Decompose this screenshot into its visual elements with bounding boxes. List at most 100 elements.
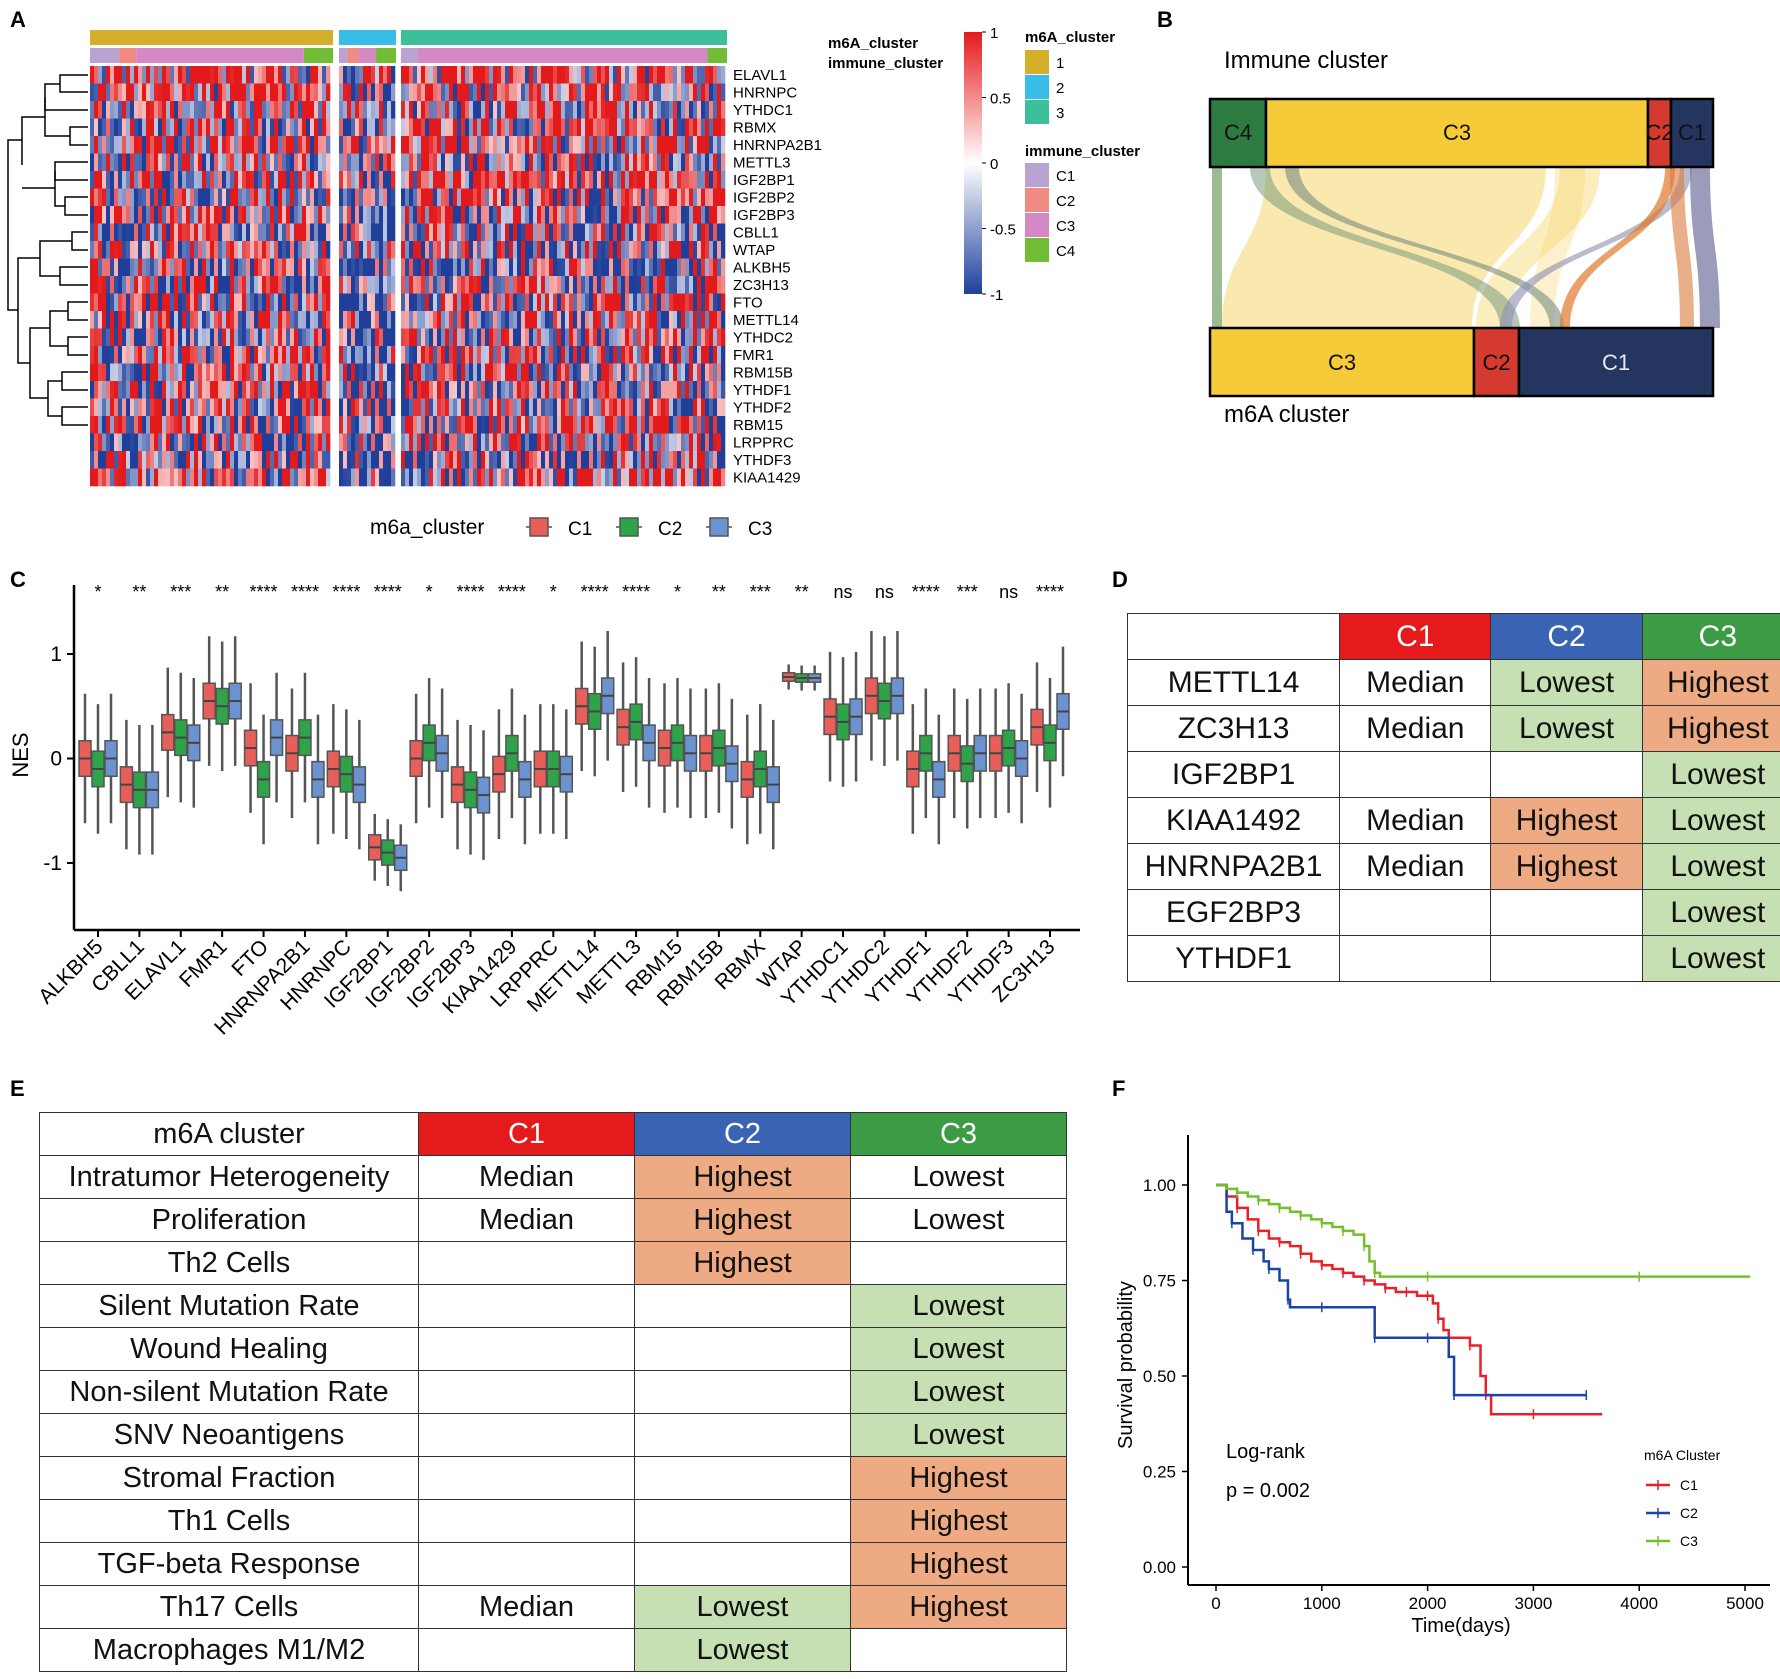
heatmap-cell (274, 276, 279, 294)
heatmap-cell (339, 206, 344, 224)
legend-immune-swatch (1025, 163, 1049, 187)
heatmap-cell (343, 416, 348, 434)
heatmap-cell (529, 83, 534, 102)
heatmap-cell (322, 118, 327, 137)
heatmap-cell (363, 171, 368, 189)
heatmap-cell (581, 101, 586, 119)
heatmap-cell (697, 241, 702, 259)
heatmap-cell (186, 83, 191, 102)
heatmap-cell (473, 293, 478, 312)
table-row-label: Silent Mutation Rate (39, 1284, 419, 1328)
heatmap-cell (347, 311, 352, 329)
heatmap-cell (226, 118, 231, 137)
table-cell: Highest (634, 1198, 851, 1242)
heatmap-cell (359, 118, 364, 137)
heatmap-cell (146, 258, 151, 277)
heatmap-cell (433, 311, 438, 329)
heatmap-cell (154, 311, 159, 329)
heatmap-cell (473, 468, 478, 487)
heatmap-cell (617, 171, 622, 189)
heatmap-cell (234, 153, 239, 172)
heatmap-cell (198, 363, 203, 382)
heatmap-cell (198, 416, 203, 434)
heatmap-cell (417, 468, 422, 487)
heatmap-cell (425, 171, 430, 189)
heatmap-cell (355, 188, 360, 207)
heatmap-cell (661, 188, 666, 207)
heatmap-cell (705, 433, 710, 452)
heatmap-cell (601, 188, 606, 207)
heatmap-cell (359, 433, 364, 452)
heatmap-cell (597, 363, 602, 382)
heatmap-cell (286, 416, 291, 434)
heatmap-cell (98, 101, 103, 119)
heatmap-cell (355, 136, 360, 154)
heatmap-cell (473, 346, 478, 364)
heatmap-cell (705, 381, 710, 399)
heatmap-cell (669, 398, 674, 417)
heatmap-cell (154, 101, 159, 119)
heatmap-cell (641, 83, 646, 102)
heatmap-cell (282, 363, 287, 382)
heatmap-cell (661, 311, 666, 329)
heatmap-cell (457, 258, 462, 277)
heatmap-cell (286, 346, 291, 364)
heatmap-cell (174, 83, 179, 102)
heatmap-cell (549, 328, 554, 347)
heatmap-cell (577, 241, 582, 259)
heatmap-cell (489, 101, 494, 119)
heatmap-cell (186, 206, 191, 224)
heatmap-cell (222, 311, 227, 329)
heatmap-cell (621, 328, 626, 347)
heatmap-cell (641, 66, 646, 84)
heatmap-cell (367, 293, 372, 312)
heatmap-cell (697, 153, 702, 172)
heatmap-cell (649, 101, 654, 119)
heatmap-cell (134, 328, 139, 347)
heatmap-cell (573, 468, 578, 487)
heatmap-cell (130, 83, 135, 102)
heatmap-cell (657, 363, 662, 382)
heatmap-cell (593, 206, 598, 224)
heatmap-cell (585, 171, 590, 189)
heatmap-cell (214, 293, 219, 312)
heatmap-cell (286, 433, 291, 452)
heatmap-cell (509, 83, 514, 102)
heatmap-cell (405, 258, 410, 277)
heatmap-cell (493, 468, 498, 487)
heatmap-cell (347, 468, 352, 487)
heatmap-cell (697, 206, 702, 224)
heatmap-cell (190, 136, 195, 154)
heatmap-cell (210, 346, 215, 364)
heatmap-cell (445, 118, 450, 137)
heatmap-cell (517, 153, 522, 172)
heatmap-cell (138, 188, 143, 207)
heatmap-cell (493, 381, 498, 399)
heatmap-cell (298, 451, 303, 469)
heatmap-cell (214, 171, 219, 189)
heatmap-cell (445, 398, 450, 417)
heatmap-cell (409, 398, 414, 417)
heatmap-cell (138, 241, 143, 259)
heatmap-cell (347, 206, 352, 224)
heatmap-cell (497, 66, 502, 84)
heatmap-cell (158, 83, 163, 102)
heatmap-cell (262, 381, 267, 399)
heatmap-cell (298, 118, 303, 137)
heatmap-cell (387, 206, 392, 224)
heatmap-cell (597, 101, 602, 119)
heatmap-cell (449, 328, 454, 347)
significance-label: **** (498, 582, 526, 602)
heatmap-cell (282, 118, 287, 137)
heatmap-cell (379, 223, 384, 242)
heatmap-cell (198, 398, 203, 417)
heatmap-cell (577, 451, 582, 469)
gene-label: YTHDC2 (733, 330, 793, 347)
heatmap-cell (669, 153, 674, 172)
heatmap-cell (565, 416, 570, 434)
heatmap-cell (409, 223, 414, 242)
heatmap-cell (553, 311, 558, 329)
heatmap-cell (429, 276, 434, 294)
heatmap-cell (206, 276, 211, 294)
heatmap-cell (409, 328, 414, 347)
